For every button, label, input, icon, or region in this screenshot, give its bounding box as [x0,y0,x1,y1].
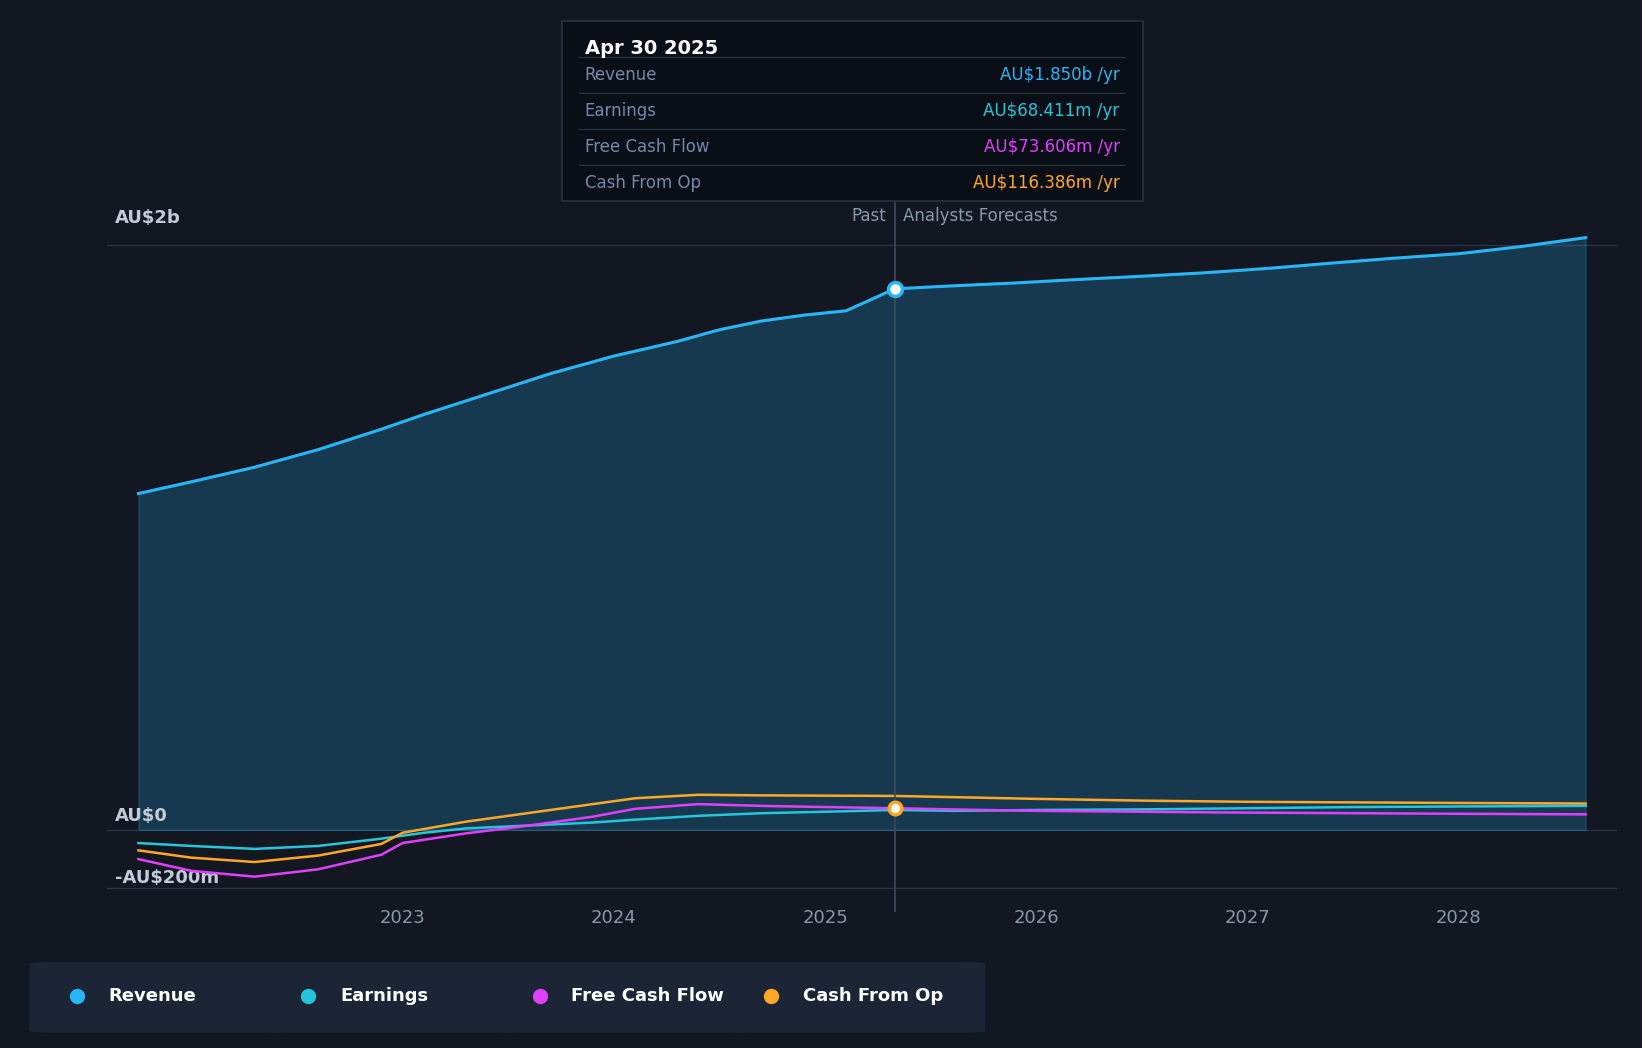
Text: Earnings: Earnings [340,986,429,1005]
Text: 2026: 2026 [1013,909,1059,926]
FancyBboxPatch shape [261,962,522,1032]
Text: Cash From Op: Cash From Op [803,986,943,1005]
Text: Free Cash Flow: Free Cash Flow [585,138,709,156]
Text: 2028: 2028 [1437,909,1481,926]
Text: Free Cash Flow: Free Cash Flow [571,986,724,1005]
FancyBboxPatch shape [724,962,985,1032]
Text: 2027: 2027 [1225,909,1271,926]
Text: AU$73.606m /yr: AU$73.606m /yr [984,138,1120,156]
Text: AU$2b: AU$2b [115,210,181,227]
Text: Revenue: Revenue [585,66,657,84]
Text: 2023: 2023 [379,909,425,926]
Text: 2024: 2024 [591,909,637,926]
Text: AU$0: AU$0 [115,807,167,825]
Text: Analysts Forecasts: Analysts Forecasts [903,206,1057,224]
FancyBboxPatch shape [493,962,754,1032]
Text: -AU$200m: -AU$200m [115,869,220,887]
Bar [107,157,895,912]
Text: Cash From Op: Cash From Op [585,174,701,192]
Text: Past: Past [852,206,887,224]
Text: AU$116.386m /yr: AU$116.386m /yr [972,174,1120,192]
Text: AU$1.850b /yr: AU$1.850b /yr [1000,66,1120,84]
Text: AU$68.411m /yr: AU$68.411m /yr [984,102,1120,121]
FancyBboxPatch shape [562,21,1143,201]
FancyBboxPatch shape [30,962,291,1032]
Text: Earnings: Earnings [585,102,657,121]
Text: Revenue: Revenue [108,986,195,1005]
Text: Apr 30 2025: Apr 30 2025 [585,39,718,58]
Text: 2025: 2025 [803,909,847,926]
